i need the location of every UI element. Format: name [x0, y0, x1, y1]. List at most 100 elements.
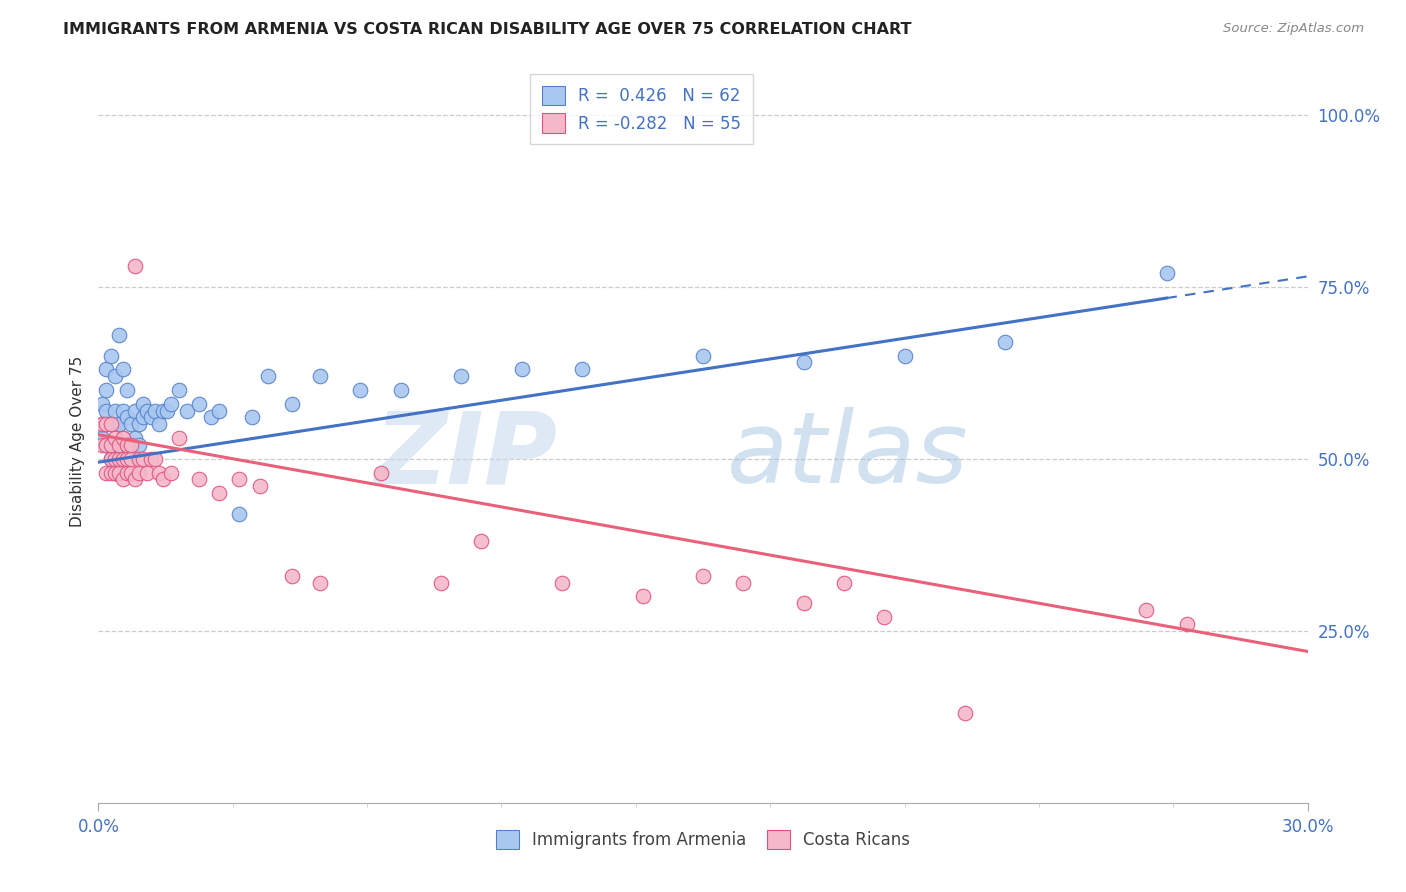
Point: [692, 349, 714, 363]
Point: [551, 575, 574, 590]
Point: [132, 397, 155, 411]
Point: [91, 417, 114, 432]
Point: [96, 417, 118, 432]
Y-axis label: Disability Age Over 75: Disability Age Over 75: [69, 356, 84, 527]
Point: [389, 383, 412, 397]
Point: [128, 451, 150, 466]
Point: [148, 466, 170, 480]
Point: [188, 397, 211, 411]
Text: Source: ZipAtlas.com: Source: ZipAtlas.com: [1223, 22, 1364, 36]
Point: [692, 568, 714, 582]
Point: [100, 451, 122, 466]
Point: [128, 438, 150, 452]
Point: [100, 438, 122, 452]
Point: [107, 466, 129, 480]
Point: [160, 466, 183, 480]
Point: [103, 431, 125, 445]
Text: IMMIGRANTS FROM ARMENIA VS COSTA RICAN DISABILITY AGE OVER 75 CORRELATION CHART: IMMIGRANTS FROM ARMENIA VS COSTA RICAN D…: [63, 22, 911, 37]
Point: [1175, 616, 1198, 631]
Point: [107, 438, 129, 452]
Point: [156, 403, 179, 417]
Point: [994, 334, 1017, 349]
Text: ZIP: ZIP: [375, 408, 558, 505]
Point: [91, 431, 114, 445]
Point: [111, 472, 134, 486]
Point: [208, 486, 231, 500]
Point: [96, 383, 118, 397]
Point: [188, 472, 211, 486]
Point: [107, 327, 129, 342]
Point: [309, 575, 332, 590]
Point: [91, 417, 114, 432]
Point: [115, 451, 138, 466]
Point: [124, 403, 146, 417]
Point: [893, 349, 915, 363]
Point: [430, 575, 453, 590]
Point: [132, 410, 155, 425]
Point: [143, 451, 166, 466]
Point: [228, 472, 250, 486]
Point: [281, 568, 304, 582]
Point: [103, 417, 125, 432]
Point: [470, 534, 492, 549]
Point: [309, 369, 332, 384]
Point: [120, 451, 142, 466]
Point: [115, 383, 138, 397]
Point: [370, 466, 392, 480]
Point: [96, 362, 118, 376]
Point: [103, 466, 125, 480]
Point: [450, 369, 472, 384]
Point: [96, 438, 118, 452]
Point: [103, 403, 125, 417]
Point: [135, 466, 157, 480]
Point: [832, 575, 855, 590]
Point: [103, 438, 125, 452]
Point: [733, 575, 755, 590]
Point: [124, 472, 146, 486]
Point: [115, 438, 138, 452]
Point: [100, 417, 122, 432]
Point: [107, 417, 129, 432]
Point: [148, 417, 170, 432]
Point: [128, 466, 150, 480]
Point: [100, 466, 122, 480]
Point: [107, 451, 129, 466]
Point: [139, 451, 162, 466]
Point: [793, 596, 815, 610]
Point: [111, 431, 134, 445]
Point: [281, 397, 304, 411]
Point: [631, 590, 654, 604]
Point: [111, 362, 134, 376]
Point: [176, 403, 198, 417]
Point: [240, 410, 263, 425]
Point: [115, 438, 138, 452]
Point: [128, 417, 150, 432]
Point: [111, 431, 134, 445]
Point: [124, 431, 146, 445]
Point: [793, 355, 815, 369]
Point: [96, 417, 118, 432]
Point: [249, 479, 271, 493]
Point: [160, 397, 183, 411]
Point: [135, 403, 157, 417]
Point: [111, 403, 134, 417]
Legend: Immigrants from Armenia, Costa Ricans: Immigrants from Armenia, Costa Ricans: [489, 823, 917, 856]
Point: [120, 466, 142, 480]
Point: [96, 403, 118, 417]
Point: [349, 383, 371, 397]
Point: [228, 507, 250, 521]
Point: [100, 438, 122, 452]
Point: [103, 466, 125, 480]
Point: [96, 466, 118, 480]
Point: [256, 369, 278, 384]
Point: [120, 417, 142, 432]
Point: [91, 438, 114, 452]
Point: [139, 410, 162, 425]
Point: [953, 706, 976, 721]
Point: [1156, 266, 1178, 280]
Point: [103, 451, 125, 466]
Point: [152, 472, 174, 486]
Point: [152, 403, 174, 417]
Point: [510, 362, 533, 376]
Point: [208, 403, 231, 417]
